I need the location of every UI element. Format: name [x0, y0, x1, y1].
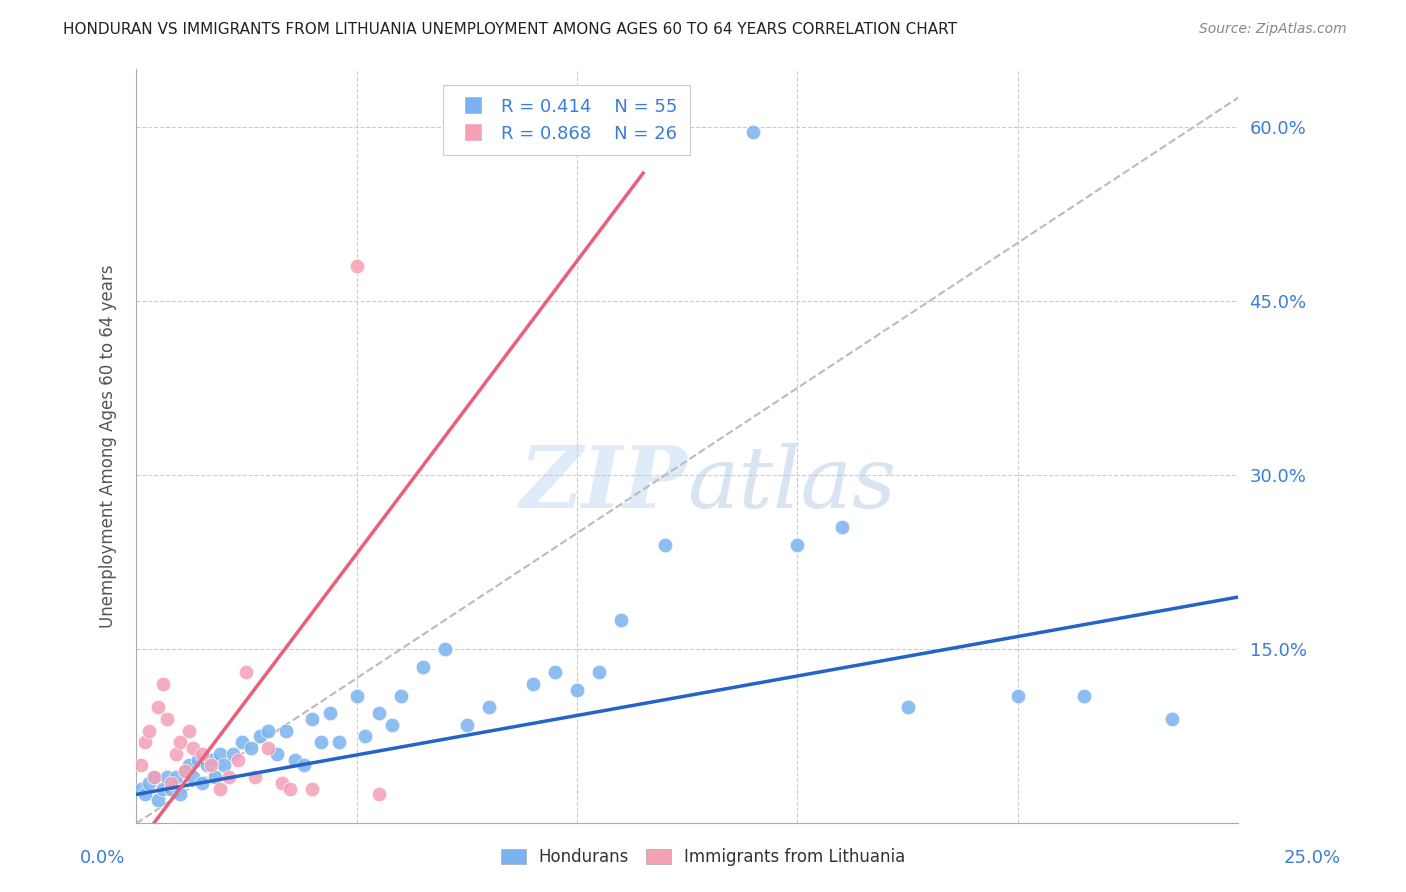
Y-axis label: Unemployment Among Ages 60 to 64 years: Unemployment Among Ages 60 to 64 years — [100, 264, 117, 628]
Point — [742, 125, 765, 139]
Point — [191, 776, 214, 790]
Point — [183, 770, 205, 784]
Point — [897, 700, 920, 714]
Point — [195, 758, 218, 772]
Point — [367, 706, 389, 720]
Point — [565, 682, 588, 697]
Point — [239, 741, 262, 756]
Point — [319, 706, 342, 720]
Point — [544, 665, 567, 680]
Point — [222, 747, 245, 761]
Point — [274, 723, 297, 738]
Point — [280, 781, 302, 796]
Point — [654, 538, 676, 552]
Point — [231, 735, 253, 749]
Point — [191, 747, 214, 761]
Point — [1007, 689, 1029, 703]
Point — [284, 753, 307, 767]
Point — [200, 758, 222, 772]
Point — [177, 723, 200, 738]
Point — [214, 758, 236, 772]
Point — [134, 788, 156, 802]
Point — [187, 753, 209, 767]
Point — [270, 776, 292, 790]
Point — [301, 712, 323, 726]
Text: HONDURAN VS IMMIGRANTS FROM LITHUANIA UNEMPLOYMENT AMONG AGES 60 TO 64 YEARS COR: HONDURAN VS IMMIGRANTS FROM LITHUANIA UN… — [63, 22, 957, 37]
Point — [226, 753, 249, 767]
Point — [165, 747, 187, 761]
Point — [218, 770, 240, 784]
Text: 0.0%: 0.0% — [80, 849, 125, 867]
Text: Source: ZipAtlas.com: Source: ZipAtlas.com — [1199, 22, 1347, 37]
Point — [146, 700, 169, 714]
Point — [456, 718, 478, 732]
Point — [160, 781, 183, 796]
Legend: Hondurans, Immigrants from Lithuania: Hondurans, Immigrants from Lithuania — [494, 842, 912, 873]
Point — [412, 659, 434, 673]
Point — [152, 781, 174, 796]
Point — [134, 735, 156, 749]
Legend: R = 0.414    N = 55, R = 0.868    N = 26: R = 0.414 N = 55, R = 0.868 N = 26 — [443, 85, 689, 155]
Point — [173, 764, 195, 779]
Point — [129, 781, 152, 796]
Point — [478, 700, 501, 714]
Point — [257, 741, 280, 756]
Point — [169, 788, 191, 802]
Point — [610, 613, 633, 627]
Point — [786, 538, 808, 552]
Text: atlas: atlas — [688, 442, 897, 525]
Point — [138, 723, 160, 738]
Point — [381, 718, 404, 732]
Point — [1073, 689, 1095, 703]
Point — [160, 776, 183, 790]
Point — [1161, 712, 1184, 726]
Point — [243, 770, 266, 784]
Point — [328, 735, 350, 749]
Point — [169, 735, 191, 749]
Point — [301, 781, 323, 796]
Point — [346, 689, 368, 703]
Point — [177, 758, 200, 772]
Point — [235, 665, 257, 680]
Point — [346, 259, 368, 273]
Point — [266, 747, 288, 761]
Point — [183, 741, 205, 756]
Point — [156, 770, 179, 784]
Point — [588, 665, 610, 680]
Text: ZIP: ZIP — [519, 442, 688, 525]
Point — [354, 730, 377, 744]
Point — [142, 770, 165, 784]
Point — [173, 764, 195, 779]
Point — [142, 770, 165, 784]
Point — [249, 730, 271, 744]
Point — [165, 770, 187, 784]
Point — [152, 677, 174, 691]
Point — [129, 758, 152, 772]
Point — [522, 677, 544, 691]
Point — [208, 781, 231, 796]
Text: 25.0%: 25.0% — [1284, 849, 1340, 867]
Point — [204, 770, 226, 784]
Point — [200, 753, 222, 767]
Point — [389, 689, 412, 703]
Point — [367, 788, 389, 802]
Point — [292, 758, 315, 772]
Point — [433, 642, 456, 657]
Point — [831, 520, 853, 534]
Point — [146, 793, 169, 807]
Point — [138, 776, 160, 790]
Point — [208, 747, 231, 761]
Point — [156, 712, 179, 726]
Point — [311, 735, 333, 749]
Point — [257, 723, 280, 738]
